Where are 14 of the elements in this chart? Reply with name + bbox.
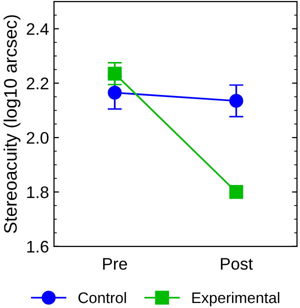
y-tick-label: 1.6 bbox=[27, 240, 48, 253]
legend-label: Experimental bbox=[192, 292, 280, 306]
y-tick-label: 2.4 bbox=[26, 23, 49, 35]
x-tick-label: Post bbox=[220, 258, 253, 270]
point bbox=[108, 86, 122, 100]
y-axis-title: Stereoacuity (log10 arcsec) bbox=[4, 15, 20, 234]
point bbox=[229, 94, 244, 108]
x-tick-label: Pre bbox=[103, 258, 127, 270]
legend-label: Control bbox=[78, 292, 126, 304]
y-tick-label: 1.8 bbox=[27, 186, 48, 198]
point bbox=[108, 66, 122, 81]
y-tick-label: 2.0 bbox=[26, 132, 48, 144]
y-tick-label: 2.2 bbox=[26, 78, 48, 90]
point bbox=[229, 185, 244, 199]
